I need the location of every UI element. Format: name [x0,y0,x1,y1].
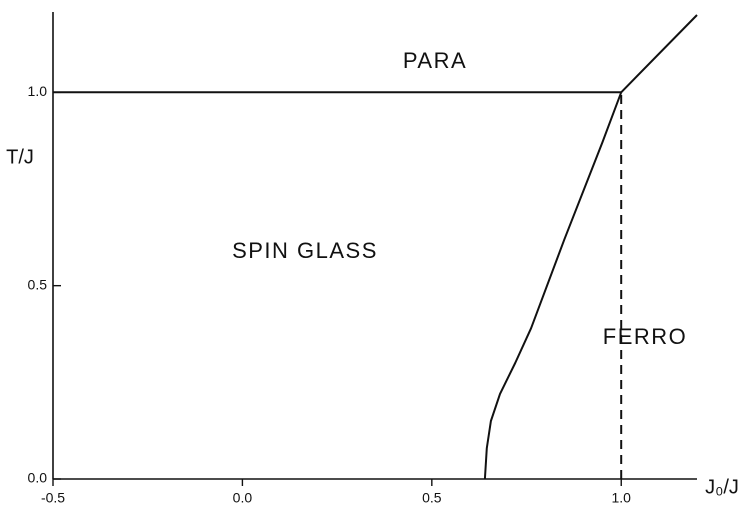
y-axis-label: T/J [6,146,34,168]
phase-boundary [483,91,623,480]
region-label: FERRO [603,324,688,349]
phase-boundary [620,14,698,94]
x-axis-label: J₀/J [705,476,739,498]
region-label: PARA [403,48,467,73]
x-tick-label: 1.0 [612,490,632,506]
x-tick-label: -0.5 [41,490,65,506]
x-tick-label: 0.0 [233,490,253,506]
x-tick-label: 0.5 [422,490,442,506]
region-label: SPIN GLASS [232,238,378,263]
y-tick-label: 0.5 [28,276,48,292]
y-tick-label: 1.0 [28,83,48,99]
y-tick-label: 0.0 [28,470,48,486]
